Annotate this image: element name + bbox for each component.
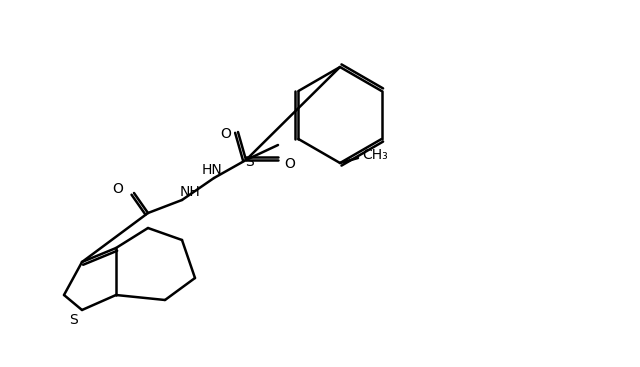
Text: CH₃: CH₃: [362, 148, 388, 162]
Text: O: O: [113, 182, 124, 196]
Text: S: S: [246, 155, 254, 169]
Text: S: S: [70, 313, 78, 327]
Text: O: O: [285, 157, 296, 171]
Text: NH: NH: [180, 185, 201, 199]
Text: O: O: [221, 127, 232, 141]
Text: HN: HN: [201, 163, 222, 177]
